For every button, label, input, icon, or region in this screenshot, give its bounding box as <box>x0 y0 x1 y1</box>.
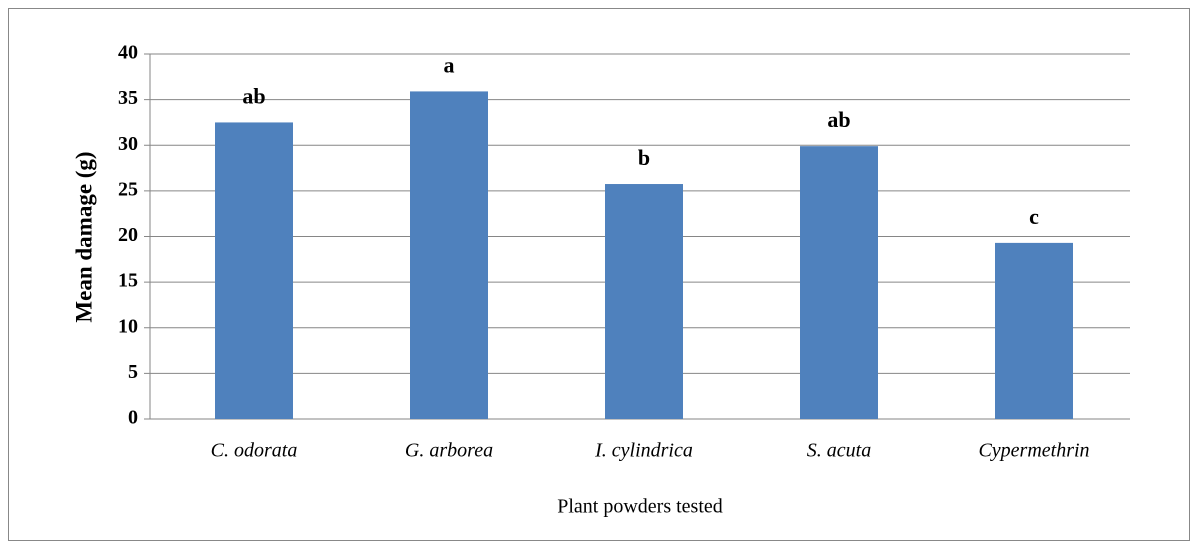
y-tick-label: 40 <box>118 42 138 64</box>
bar <box>410 91 488 419</box>
bar-annotation: ab <box>242 83 265 108</box>
x-tick-label: C. odorata <box>211 440 298 462</box>
y-tick-label: 10 <box>118 315 138 337</box>
bar <box>605 184 683 419</box>
y-tick-label: 35 <box>118 87 138 109</box>
y-axis-title: Mean damage (g) <box>71 151 96 322</box>
bar <box>215 122 293 419</box>
x-axis-title: Plant powders tested <box>557 496 723 518</box>
bar-annotation: a <box>444 52 455 77</box>
y-tick-label: 15 <box>118 270 138 292</box>
x-tick-label: Cypermethrin <box>978 440 1089 462</box>
bar-annotation: ab <box>827 107 850 132</box>
y-tick-label: 0 <box>128 407 138 429</box>
chart-frame <box>8 8 1190 541</box>
bar-annotation: b <box>638 145 650 170</box>
bar <box>995 242 1073 419</box>
y-tick-label: 30 <box>118 133 138 155</box>
x-tick-label: G. arborea <box>405 440 493 462</box>
bar-annotation: c <box>1029 204 1039 229</box>
x-tick-label: I. cylindrica <box>594 440 693 462</box>
y-tick-label: 5 <box>128 361 138 383</box>
x-tick-label: S. acuta <box>807 440 871 462</box>
y-tick-label: 25 <box>118 178 138 200</box>
y-tick-label: 20 <box>118 224 138 246</box>
bar <box>800 146 878 419</box>
